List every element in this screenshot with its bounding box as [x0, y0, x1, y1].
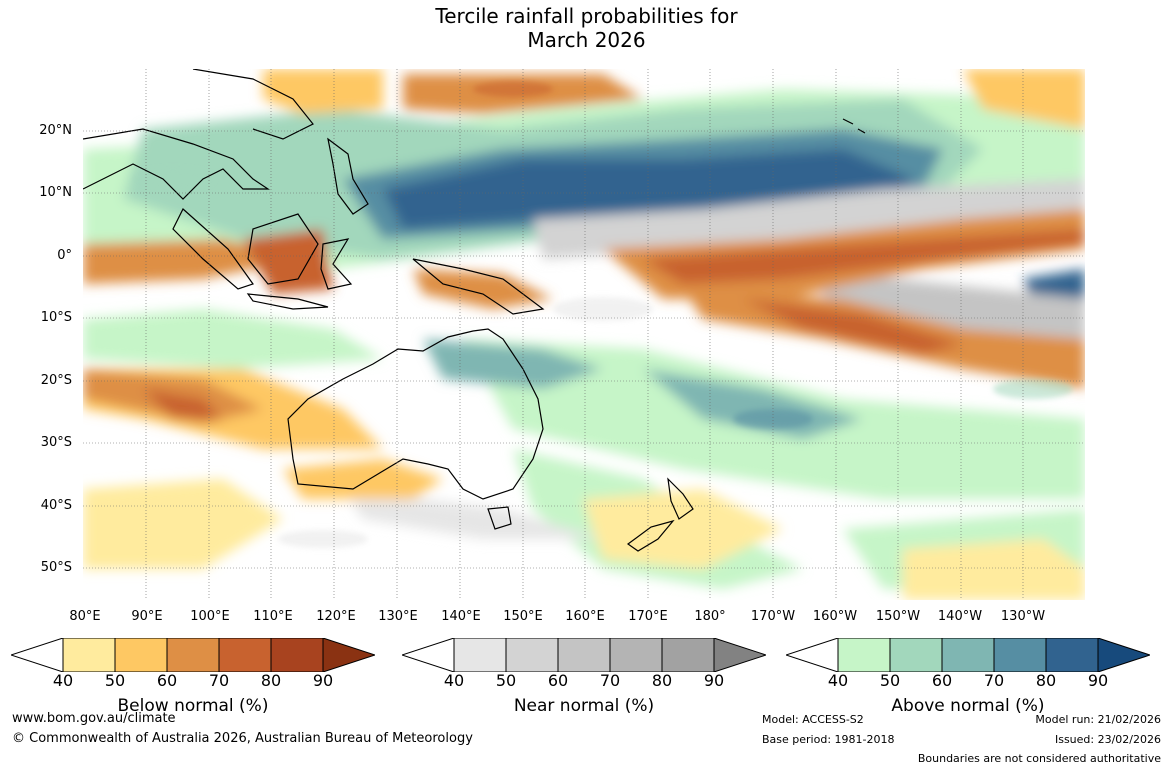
- new-zealand-south-coast: [626, 519, 675, 552]
- colorbar-low-triangle: [786, 638, 839, 672]
- colorbar-segment: [114, 638, 168, 672]
- colorbar-low-triangle: [402, 638, 455, 672]
- lat-label: 30°S: [40, 435, 72, 450]
- below-tick: 80: [260, 671, 282, 690]
- lat-label: 50°S: [40, 560, 72, 575]
- lon-label: 110°E: [253, 609, 293, 624]
- colorbar-segment: [889, 638, 943, 672]
- lat-label: 0°: [57, 248, 72, 263]
- new-zealand-north-coast: [667, 477, 694, 520]
- lon-label: 120°E: [316, 609, 356, 624]
- below-tick: 50: [104, 671, 126, 690]
- lon-label: 170°W: [750, 609, 796, 624]
- colorbar-high-triangle: [1097, 638, 1150, 672]
- lon-label: 160°E: [565, 609, 605, 624]
- near-tick: 70: [599, 671, 621, 690]
- title-line-2: March 2026: [527, 28, 646, 52]
- above-normal-colorbar: [786, 638, 1150, 672]
- lat-label: 40°S: [40, 498, 72, 513]
- colorbar-high-triangle: [322, 638, 375, 672]
- colorbar-segment: [453, 638, 507, 672]
- near-tick: 50: [495, 671, 517, 690]
- lon-label: 150°E: [503, 609, 543, 624]
- source-url[interactable]: www.bom.gov.au/climate: [12, 711, 176, 726]
- colorbar-segment: [505, 638, 559, 672]
- lon-label: 90°E: [131, 609, 163, 624]
- coastlines: [83, 69, 866, 552]
- above-normal-label: Above normal (%): [891, 696, 1045, 716]
- colorbar-segment: [270, 638, 324, 672]
- above-tick: 60: [931, 671, 953, 690]
- near-tick: 40: [443, 671, 465, 690]
- lon-label: 80°E: [69, 609, 101, 624]
- lon-label: 180°: [694, 609, 726, 624]
- issued-date: Issued: 23/02/2026: [1054, 733, 1161, 746]
- above-tick: 50: [879, 671, 901, 690]
- lat-label: 10°S: [40, 310, 72, 325]
- boundary-disclaimer: Boundaries are not considered authoritat…: [917, 752, 1161, 765]
- colorbar-segment: [993, 638, 1047, 672]
- colorbar-segment: [557, 638, 611, 672]
- forecast-map: [83, 69, 1085, 600]
- base-period: Base period: 1981-2018: [762, 733, 895, 746]
- australia-coast: [287, 328, 544, 500]
- near-tick: 80: [651, 671, 673, 690]
- lon-label: 150°W: [875, 609, 921, 624]
- colorbar-segment: [62, 638, 116, 672]
- lon-label: 140°W: [937, 609, 983, 624]
- colorbar-low-triangle: [11, 638, 64, 672]
- probability-field: [83, 69, 1085, 600]
- colorbar-segment: [661, 638, 715, 672]
- below-tick: 40: [52, 671, 74, 690]
- lat-label: 20°N: [39, 123, 72, 138]
- colorbar-high-triangle: [713, 638, 766, 672]
- colorbar-segment: [1045, 638, 1099, 672]
- above-tick: 80: [1035, 671, 1057, 690]
- lat-label: 10°N: [39, 185, 72, 200]
- colorbar-segment: [166, 638, 220, 672]
- above-tick: 90: [1087, 671, 1109, 690]
- below-normal-colorbar: [11, 638, 375, 672]
- gridlines: [83, 69, 1085, 600]
- title-line-1: Tercile rainfall probabilities for: [435, 4, 738, 28]
- near-normal-label: Near normal (%): [513, 696, 655, 716]
- java-coast: [246, 293, 329, 310]
- near-tick: 90: [703, 671, 725, 690]
- lon-label: 140°E: [441, 609, 481, 624]
- sumatra-coast: [172, 208, 254, 290]
- above-tick: 70: [983, 671, 1005, 690]
- lon-label: 130°E: [378, 609, 418, 624]
- hawaii-coast: [842, 118, 866, 134]
- china-coast: [192, 69, 314, 140]
- new-guinea-coast: [412, 258, 545, 315]
- colorbar-segment: [218, 638, 272, 672]
- se-asia-coast: [83, 128, 270, 200]
- lon-label: 160°W: [812, 609, 858, 624]
- below-tick: 70: [208, 671, 230, 690]
- map-title: Tercile rainfall probabilities for March…: [0, 4, 1173, 52]
- colorbar-segment: [837, 638, 891, 672]
- borneo-coast: [247, 213, 319, 285]
- colorbar-segment: [941, 638, 995, 672]
- tasmania-coast: [487, 506, 512, 530]
- near-normal-colorbar: [402, 638, 766, 672]
- lon-label: 170°E: [628, 609, 668, 624]
- below-tick: 60: [156, 671, 178, 690]
- colorbar-segment: [609, 638, 663, 672]
- copyright-text: © Commonwealth of Australia 2026, Austra…: [12, 731, 473, 746]
- below-normal-label: Below normal (%): [117, 696, 269, 716]
- above-tick: 40: [827, 671, 849, 690]
- lon-label: 130°W: [1000, 609, 1046, 624]
- lon-label: 100°E: [190, 609, 230, 624]
- model-run-date: Model run: 21/02/2026: [1035, 713, 1161, 726]
- near-tick: 60: [547, 671, 569, 690]
- below-tick: 90: [312, 671, 334, 690]
- lat-label: 20°S: [40, 373, 72, 388]
- model-name: Model: ACCESS-S2: [762, 713, 864, 726]
- sulawesi-coast: [320, 238, 353, 290]
